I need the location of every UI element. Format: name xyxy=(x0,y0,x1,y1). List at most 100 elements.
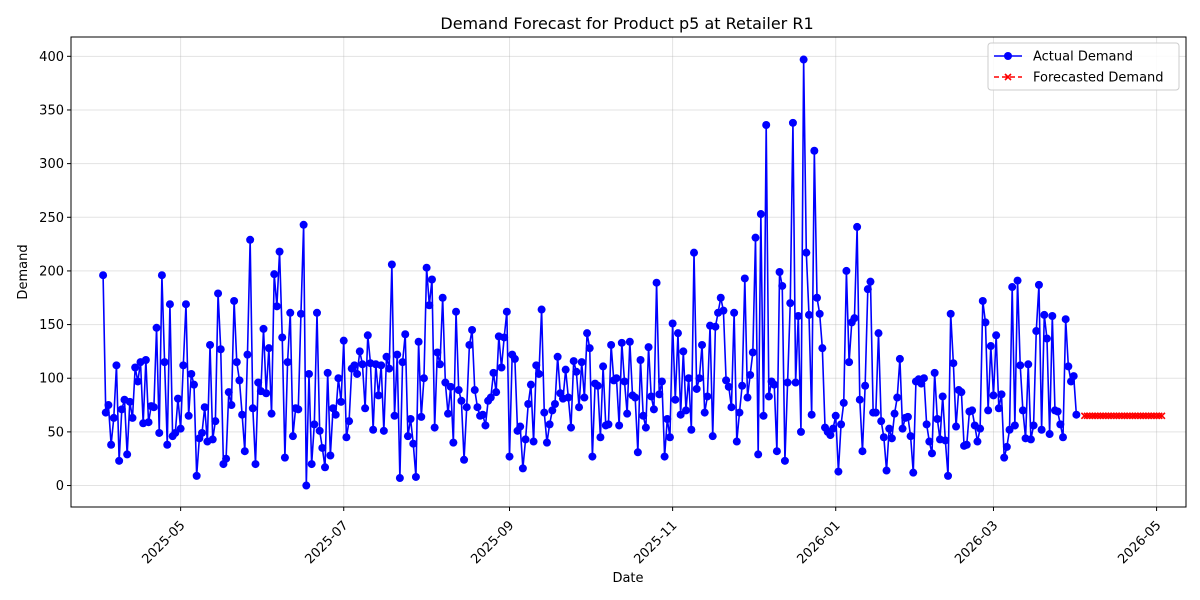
data-point xyxy=(144,418,153,427)
data-point xyxy=(1118,412,1126,420)
data-point xyxy=(703,392,712,401)
data-point xyxy=(315,426,324,435)
data-point xyxy=(652,278,661,287)
data-point xyxy=(1155,412,1163,420)
data-point xyxy=(497,363,506,372)
data-point xyxy=(441,378,450,387)
data-point xyxy=(524,399,533,408)
data-point xyxy=(1072,410,1081,419)
data-point xyxy=(382,352,391,361)
data-point xyxy=(553,352,562,361)
data-point xyxy=(585,344,594,353)
series-layer xyxy=(99,55,1166,490)
data-point xyxy=(109,413,118,422)
data-point xyxy=(99,271,108,280)
data-point xyxy=(254,378,263,387)
data-point xyxy=(179,361,188,370)
data-point xyxy=(719,306,728,315)
data-point xyxy=(1096,412,1105,420)
data-point xyxy=(813,293,822,302)
data-point xyxy=(1024,360,1033,369)
data-point xyxy=(545,420,554,429)
data-point xyxy=(687,425,696,434)
data-point xyxy=(1000,453,1009,462)
data-point xyxy=(1010,421,1019,430)
data-point xyxy=(157,271,166,280)
data-point xyxy=(665,433,674,442)
data-point xyxy=(711,322,720,331)
data-point xyxy=(248,404,257,413)
data-point xyxy=(1018,406,1027,415)
data-point xyxy=(1059,433,1068,442)
data-point xyxy=(732,437,741,446)
data-point xyxy=(294,405,303,414)
data-point xyxy=(283,358,292,367)
data-point xyxy=(663,415,672,424)
data-point xyxy=(489,368,498,377)
data-point xyxy=(393,350,402,359)
data-point xyxy=(984,406,993,415)
data-point xyxy=(623,409,632,418)
data-point xyxy=(492,388,501,397)
data-point xyxy=(641,423,650,432)
data-point xyxy=(208,435,217,444)
data-point xyxy=(355,347,364,356)
data-point xyxy=(171,428,180,437)
data-point xyxy=(345,417,354,426)
data-point xyxy=(692,384,701,393)
data-point xyxy=(152,323,161,332)
data-point xyxy=(214,289,223,298)
x-axis: 2025-05 2025-07 2025-09 2025-11 2026-01 2026-… xyxy=(139,507,1164,567)
data-point xyxy=(770,380,779,389)
data-point xyxy=(243,350,252,359)
data-point xyxy=(633,448,642,457)
data-point xyxy=(952,422,961,431)
data-point xyxy=(1048,311,1057,320)
data-point xyxy=(251,460,260,469)
data-point xyxy=(746,371,755,380)
data-point xyxy=(933,415,942,424)
data-point xyxy=(107,440,116,449)
data-point xyxy=(772,447,781,456)
data-point xyxy=(874,329,883,338)
data-point xyxy=(976,424,985,433)
data-point xyxy=(957,388,966,397)
data-point xyxy=(529,437,538,446)
data-point xyxy=(1069,372,1078,381)
data-point xyxy=(754,450,763,459)
data-point xyxy=(417,412,426,421)
data-point xyxy=(631,393,640,402)
data-point xyxy=(842,266,851,275)
data-point xyxy=(462,403,471,412)
data-point xyxy=(850,314,859,323)
data-point xyxy=(871,408,880,417)
data-point xyxy=(1080,412,1088,420)
data-point xyxy=(639,411,648,420)
data-point xyxy=(994,404,1003,413)
data-point xyxy=(890,409,899,418)
data-point xyxy=(810,146,819,155)
data-point xyxy=(224,388,233,397)
data-point xyxy=(580,393,589,402)
data-point xyxy=(866,277,875,286)
data-point xyxy=(312,308,321,317)
data-point xyxy=(673,329,682,338)
data-point xyxy=(163,440,172,449)
data-point xyxy=(123,450,132,459)
data-point xyxy=(460,455,469,464)
data-point xyxy=(505,452,514,461)
data-point xyxy=(358,360,367,369)
data-point xyxy=(577,358,586,367)
data-point xyxy=(735,408,744,417)
data-point xyxy=(567,423,576,432)
legend-marker xyxy=(1004,52,1012,60)
data-point xyxy=(438,293,447,302)
data-point xyxy=(390,411,399,420)
legend-label: Forecasted Demand xyxy=(1033,71,1164,86)
data-point xyxy=(612,374,621,383)
y-tick-label: 0 xyxy=(56,479,64,494)
data-point xyxy=(1053,407,1062,416)
data-point xyxy=(516,422,525,431)
x-tick-label: 2025-11 xyxy=(631,518,680,567)
data-point xyxy=(444,409,453,418)
